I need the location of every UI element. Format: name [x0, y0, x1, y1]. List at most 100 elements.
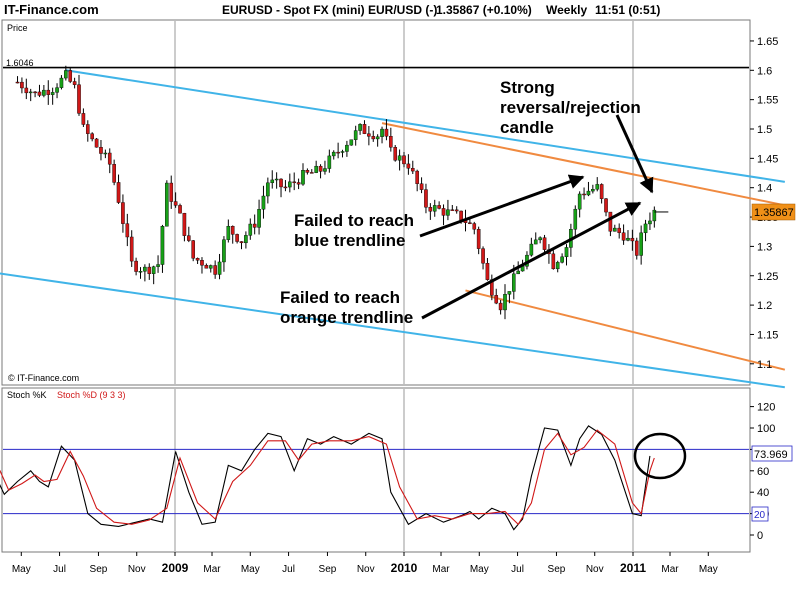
candle — [305, 168, 310, 175]
candle — [20, 77, 24, 94]
candle — [121, 194, 125, 233]
candle-body — [617, 227, 621, 233]
candle-body — [292, 181, 297, 184]
candle-body — [235, 234, 239, 242]
price-y-tick-label: 1.4 — [757, 183, 772, 195]
candle — [288, 173, 292, 193]
candle — [165, 180, 169, 227]
x-tick-label: Mar — [661, 564, 679, 575]
candle — [591, 184, 595, 194]
candle — [72, 77, 77, 89]
candle-body — [165, 182, 169, 227]
candle-body — [160, 226, 165, 265]
candle — [446, 199, 450, 221]
candle — [107, 148, 112, 174]
candle-body — [68, 70, 73, 82]
candle-body — [503, 294, 507, 311]
candle — [195, 257, 200, 264]
candle — [187, 226, 191, 243]
candle-body — [604, 198, 608, 213]
candle-body — [511, 273, 516, 292]
candle — [318, 164, 323, 179]
candle — [169, 175, 174, 209]
candle — [90, 132, 94, 142]
candle-body — [169, 182, 174, 202]
candle-body — [424, 189, 428, 208]
candle-body — [441, 208, 446, 216]
price-series-layer — [0, 65, 786, 389]
instrument-title: EURUSD - Spot FX (mini) EUR/USD (-) — [222, 3, 437, 17]
candle-body — [630, 237, 635, 242]
candle-body — [15, 81, 20, 84]
candle-body — [375, 136, 380, 140]
candle — [191, 240, 195, 262]
candle-body — [454, 209, 459, 212]
candle — [28, 88, 33, 102]
candle — [595, 177, 600, 192]
time-label: 11:51 (0:51) — [595, 3, 660, 17]
candle — [362, 120, 367, 135]
candle-body — [72, 81, 77, 85]
candle — [437, 201, 441, 210]
candle-body — [349, 139, 354, 146]
candle — [560, 253, 564, 264]
candle — [15, 76, 20, 84]
candle — [476, 226, 481, 255]
candle-body — [266, 182, 270, 197]
stoch-d-label: Stoch %D (9 3 3) — [57, 390, 126, 400]
candle-body — [129, 236, 134, 262]
candle-body — [450, 209, 455, 211]
candle — [173, 192, 178, 208]
candle-body — [331, 151, 336, 157]
candle-body — [353, 130, 358, 140]
candle — [432, 199, 437, 217]
candle-body — [173, 201, 178, 206]
candle-body — [305, 170, 310, 173]
candle — [345, 140, 349, 157]
candle-body — [230, 226, 235, 235]
candle — [555, 260, 560, 273]
candle-body — [415, 170, 419, 184]
candle — [266, 177, 270, 204]
orange-trendline — [465, 289, 786, 371]
candle — [353, 125, 358, 146]
candle-body — [46, 89, 51, 95]
candle — [613, 224, 617, 232]
candle-body — [358, 124, 362, 131]
candle-body — [151, 266, 156, 274]
price-y-tick-label: 1.65 — [757, 36, 778, 48]
candle — [143, 264, 147, 282]
candle-body — [345, 144, 349, 152]
blue-trendline — [0, 272, 785, 389]
candle-body — [560, 256, 564, 263]
candle — [371, 130, 376, 142]
candle — [397, 149, 402, 171]
candle-body — [428, 207, 433, 212]
annotation-reversal-line1: Strong — [500, 78, 555, 97]
candle-body — [24, 87, 29, 94]
candle — [485, 258, 490, 281]
candle-body — [138, 271, 143, 273]
candle-body — [591, 189, 595, 192]
candle-body — [94, 138, 99, 148]
candle-body — [20, 81, 24, 89]
candle — [503, 284, 507, 320]
annotation-reversal: Strong reversal/rejection candle — [500, 78, 641, 137]
candle-body — [481, 248, 485, 264]
price-y-tick-label: 1.1 — [757, 359, 772, 371]
candle — [24, 78, 29, 100]
candle-body — [239, 241, 244, 244]
candle — [498, 299, 503, 315]
candle — [178, 203, 182, 214]
candle — [415, 169, 419, 192]
candle — [125, 213, 130, 247]
candle-body — [226, 226, 231, 240]
candle-body — [494, 295, 499, 304]
candle — [375, 134, 380, 147]
candle-body — [476, 229, 481, 249]
candle-body — [85, 124, 90, 134]
candle-body — [507, 291, 512, 295]
annotation-blue-fail-line2: blue trendline — [294, 231, 405, 250]
x-tick-label: 2011 — [620, 561, 646, 575]
candle-body — [402, 155, 406, 165]
